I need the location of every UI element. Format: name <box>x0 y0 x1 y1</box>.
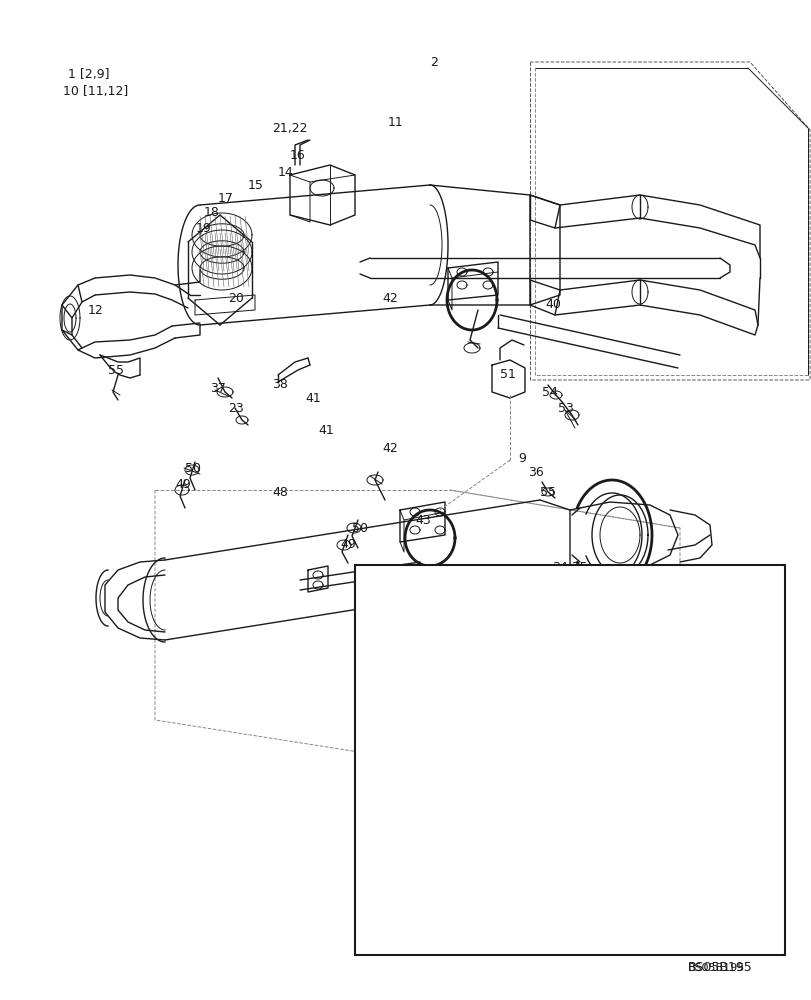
Text: 43: 43 <box>414 514 430 526</box>
Text: 42: 42 <box>381 442 397 454</box>
Text: 37: 37 <box>210 381 225 394</box>
Text: BS05B195: BS05B195 <box>687 961 752 974</box>
Text: 51: 51 <box>500 368 515 381</box>
Text: 25: 25 <box>411 591 427 604</box>
Text: 42: 42 <box>381 292 397 304</box>
Text: 36: 36 <box>527 466 543 479</box>
Text: 41: 41 <box>318 424 333 436</box>
Text: 41: 41 <box>305 391 320 404</box>
Text: 23: 23 <box>228 401 243 414</box>
Text: 14: 14 <box>277 166 294 179</box>
Text: 34,35: 34,35 <box>551 562 587 574</box>
Text: 11: 11 <box>388 116 403 129</box>
Text: 17: 17 <box>217 192 234 205</box>
Text: 21,22: 21,22 <box>272 122 307 135</box>
Text: 1 [2,9]: 1 [2,9] <box>68 68 109 81</box>
Text: 50: 50 <box>185 462 201 475</box>
Text: 29: 29 <box>544 634 560 647</box>
Text: 55: 55 <box>108 363 124 376</box>
Text: 10 [11,12]: 10 [11,12] <box>63 85 128 98</box>
Text: 33: 33 <box>448 566 463 578</box>
Text: 40: 40 <box>544 298 560 312</box>
Text: 48: 48 <box>272 486 288 498</box>
Bar <box>354 565 784 955</box>
Text: 15: 15 <box>247 179 264 192</box>
Text: 9: 9 <box>517 452 526 464</box>
Text: 2: 2 <box>430 56 437 69</box>
Text: 24: 24 <box>389 598 406 611</box>
Text: BS05B195: BS05B195 <box>687 963 744 973</box>
Text: 20: 20 <box>228 292 243 304</box>
Text: 49: 49 <box>340 538 355 552</box>
Text: 30: 30 <box>564 626 580 639</box>
Text: 18: 18 <box>204 207 220 220</box>
Text: 50: 50 <box>351 522 367 534</box>
Text: 16: 16 <box>290 149 306 162</box>
Text: 49: 49 <box>175 479 191 491</box>
Text: 32: 32 <box>431 578 447 591</box>
Text: 19: 19 <box>195 222 212 234</box>
Text: 55: 55 <box>539 486 556 498</box>
Text: 12: 12 <box>88 304 104 316</box>
Text: 38: 38 <box>272 378 288 391</box>
Text: 53: 53 <box>557 401 573 414</box>
Text: 31: 31 <box>577 611 593 624</box>
Text: 26: 26 <box>444 688 460 702</box>
Text: 54: 54 <box>541 385 557 398</box>
